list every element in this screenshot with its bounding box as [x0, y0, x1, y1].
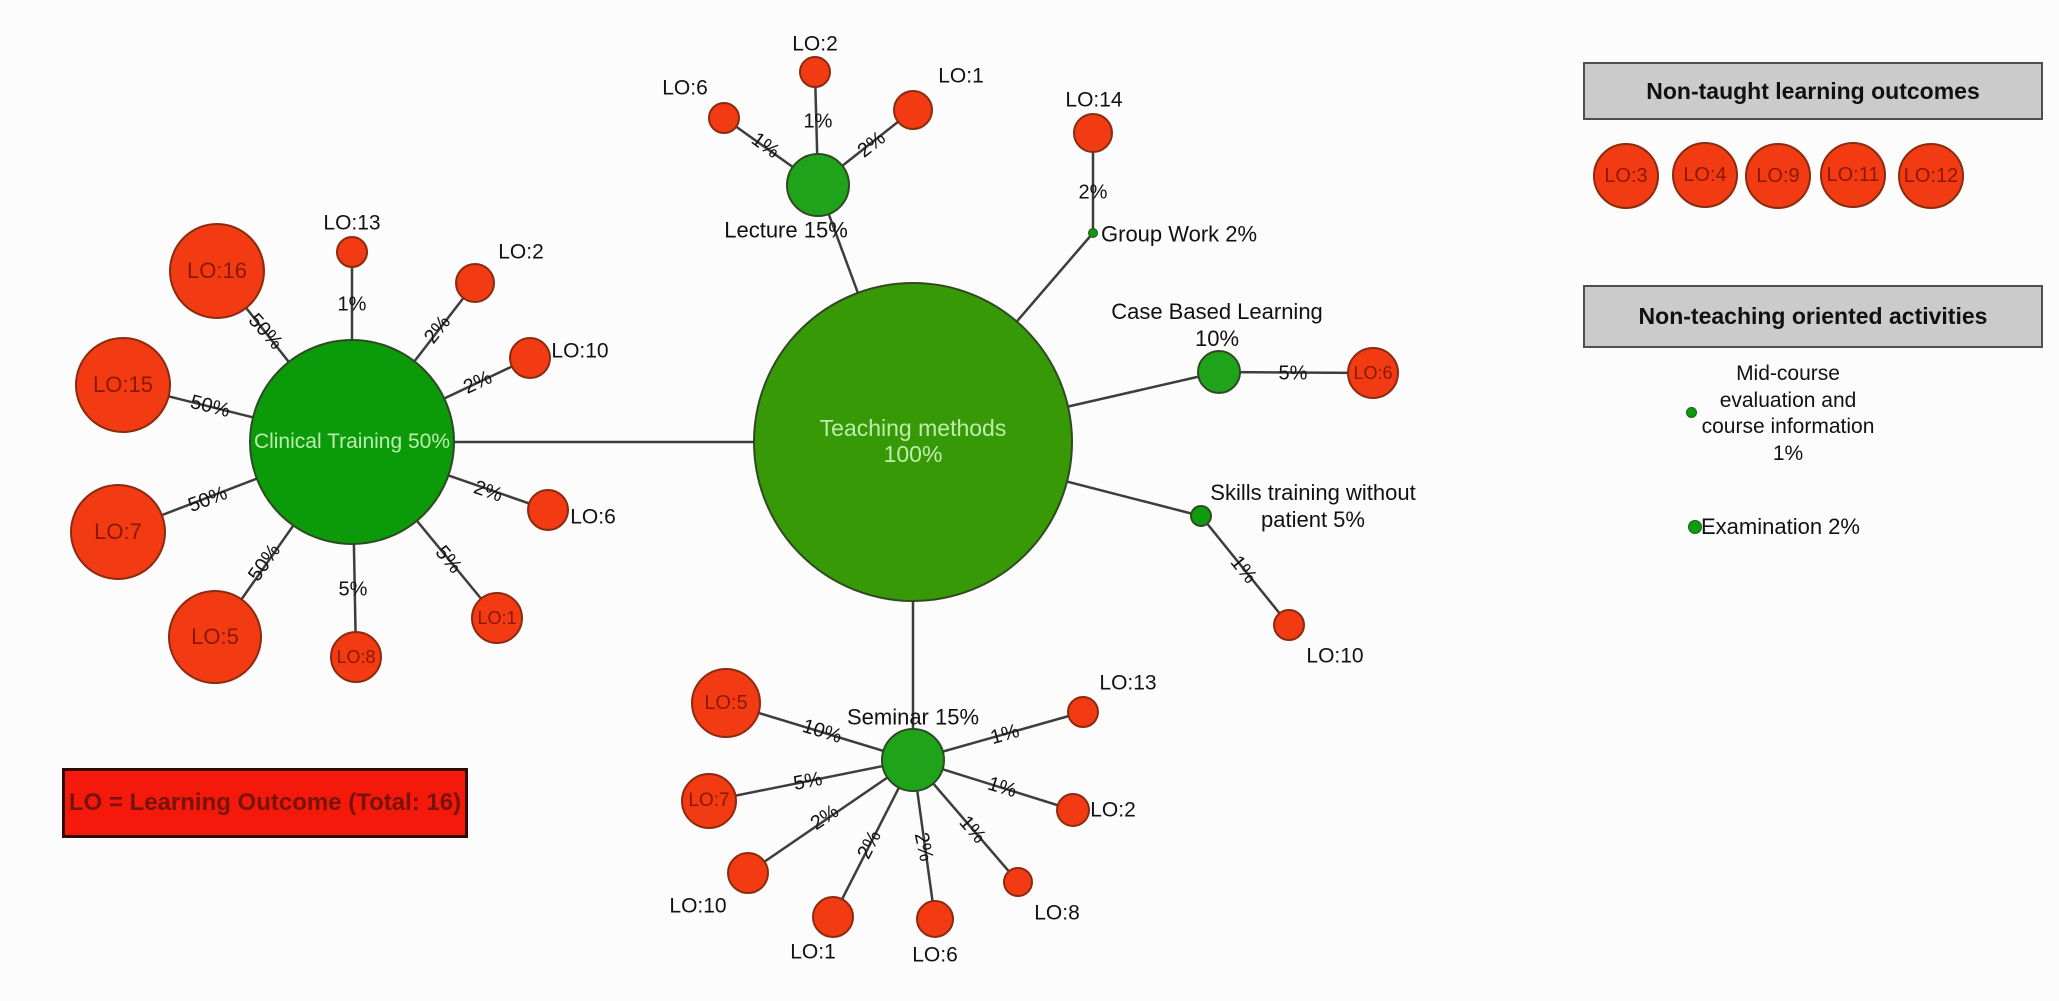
edge-label: 1%	[803, 110, 833, 133]
node-clinical-lo15: LO:15	[75, 337, 171, 433]
node-nontaught-lo12: LO:12	[1898, 143, 1964, 209]
node-seminar-lo10	[727, 852, 769, 894]
legend-box: LO = Learning Outcome (Total: 16)	[62, 768, 468, 838]
node-clinical-lo8-label: LO:8	[336, 646, 376, 667]
non-taught-outcomes-title: Non-taught learning outcomes	[1646, 77, 1980, 104]
node-clinical-lo1: LO:1	[471, 592, 523, 644]
node-lecture	[786, 153, 850, 217]
node-nontaught-lo11: LO:11	[1820, 142, 1886, 208]
node-clinical-lo16: LO:16	[169, 223, 265, 319]
skills-title: Skills training without patient 5%	[1210, 480, 1416, 532]
clinical-lo6-label: LO:6	[570, 505, 616, 529]
node-groupwork-lo14	[1073, 113, 1113, 153]
node-seminar-lo6	[916, 900, 954, 938]
node-clinical-lo6	[527, 489, 569, 531]
seminar-lo8-label: LO:8	[1034, 901, 1080, 925]
mid-course-label: Mid-course evaluation and course informati…	[1701, 362, 1875, 465]
node-seminar-lo5: LO:5	[691, 668, 761, 738]
node-clinical-lo8: LO:8	[330, 631, 382, 683]
node-seminar-lo7-label: LO:7	[688, 790, 730, 812]
clinical-lo2-label: LO:2	[498, 240, 544, 264]
edge-label: 5%	[338, 578, 368, 601]
node-seminar-lo2	[1056, 793, 1090, 827]
skills-lo10-label: LO:10	[1306, 644, 1364, 668]
node-nontaught-lo4: LO:4	[1672, 142, 1738, 208]
node-seminar	[881, 728, 945, 792]
node-clinical-lo1-label: LO:1	[477, 607, 517, 628]
node-clinical-lo10	[509, 337, 551, 379]
edge-line	[747, 758, 914, 875]
node-lecture-lo2	[799, 56, 831, 88]
node-teaching-methods-label: Teaching methods	[819, 415, 1007, 442]
node-lecture-lo6	[708, 102, 740, 134]
node-nontaught-lo3: LO:3	[1593, 143, 1659, 209]
seminar-lo13-label: LO:13	[1099, 671, 1157, 695]
node-clinical-lo15-label: LO:15	[93, 371, 153, 397]
edge-label: 2%	[1078, 181, 1108, 204]
node-seminar-lo5-label: LO:5	[704, 691, 748, 714]
edge-label: 5%	[1278, 362, 1308, 385]
node-clinical-training-label: Clinical Training 50%	[253, 430, 451, 454]
node-group-work	[1088, 228, 1098, 238]
node-skills-training	[1190, 505, 1212, 527]
node-clinical-lo16-label: LO:16	[187, 257, 247, 283]
mid-course-dot-icon	[1686, 407, 1697, 418]
node-clinical-lo7: LO:7	[70, 484, 166, 580]
lo14-label: LO:14	[1065, 88, 1123, 112]
clinical-lo13-label: LO:13	[323, 211, 381, 235]
node-teaching-methods: Teaching methods 100%	[753, 282, 1073, 602]
node-nontaught-lo3-label: LO:3	[1604, 164, 1648, 187]
legend-text: LO = Learning Outcome (Total: 16)	[68, 789, 462, 816]
seminar-lo1-label: LO:1	[790, 940, 836, 964]
examination-dot-icon	[1688, 520, 1702, 534]
seminar-lo6-label: LO:6	[912, 943, 958, 967]
node-seminar-lo13	[1067, 696, 1099, 728]
lecture-lo2-label: LO:2	[792, 32, 838, 56]
edge-line	[1200, 515, 1290, 626]
node-clinical-lo13	[336, 236, 368, 268]
node-cbl-lo6-label: LO:6	[1353, 362, 1393, 383]
node-nontaught-lo4-label: LO:4	[1683, 163, 1727, 186]
seminar-title: Seminar 15%	[846, 704, 980, 730]
group-work-title: Group Work 2%	[1101, 221, 1258, 247]
node-seminar-lo1	[812, 896, 854, 938]
non-teaching-activities-title: Non-teaching oriented activities	[1638, 303, 1988, 329]
node-clinical-lo7-label: LO:7	[94, 518, 142, 544]
lecture-lo1-label: LO:1	[938, 64, 984, 88]
lecture-lo6-label: LO:6	[662, 76, 708, 100]
non-teaching-activities-header: Non-teaching oriented activities	[1583, 285, 2043, 348]
node-seminar-lo7: LO:7	[681, 773, 737, 829]
node-seminar-lo8	[1003, 867, 1033, 897]
edge-line	[708, 758, 914, 803]
node-teaching-methods-label: 100%	[883, 441, 943, 467]
seminar-lo2-label: LO:2	[1090, 798, 1136, 822]
node-nontaught-lo11-label: LO:11	[1826, 163, 1880, 186]
edge-label: 1%	[337, 293, 367, 316]
cbl-title: Case Based Learning 10%	[1111, 299, 1323, 351]
node-lecture-lo1	[893, 90, 933, 130]
non-taught-outcomes-header: Non-taught learning outcomes	[1583, 62, 2043, 120]
node-case-based-learning	[1197, 350, 1241, 394]
node-nontaught-lo9-label: LO:9	[1756, 164, 1800, 187]
node-clinical-lo2	[455, 263, 495, 303]
seminar-lo10-label: LO:10	[669, 894, 727, 918]
node-clinical-training: Clinical Training 50%	[249, 339, 455, 545]
clinical-lo10-label: LO:10	[551, 339, 609, 363]
node-clinical-lo5-label: LO:5	[191, 623, 239, 649]
lecture-title: Lecture 15%	[724, 217, 848, 243]
node-clinical-lo5: LO:5	[168, 590, 262, 684]
node-cbl-lo6: LO:6	[1347, 347, 1399, 399]
node-nontaught-lo12-label: LO:12	[1903, 164, 1959, 187]
node-nontaught-lo9: LO:9	[1745, 143, 1811, 209]
examination-label: Examination 2%	[1701, 514, 1860, 539]
node-skills-lo10	[1273, 609, 1305, 641]
